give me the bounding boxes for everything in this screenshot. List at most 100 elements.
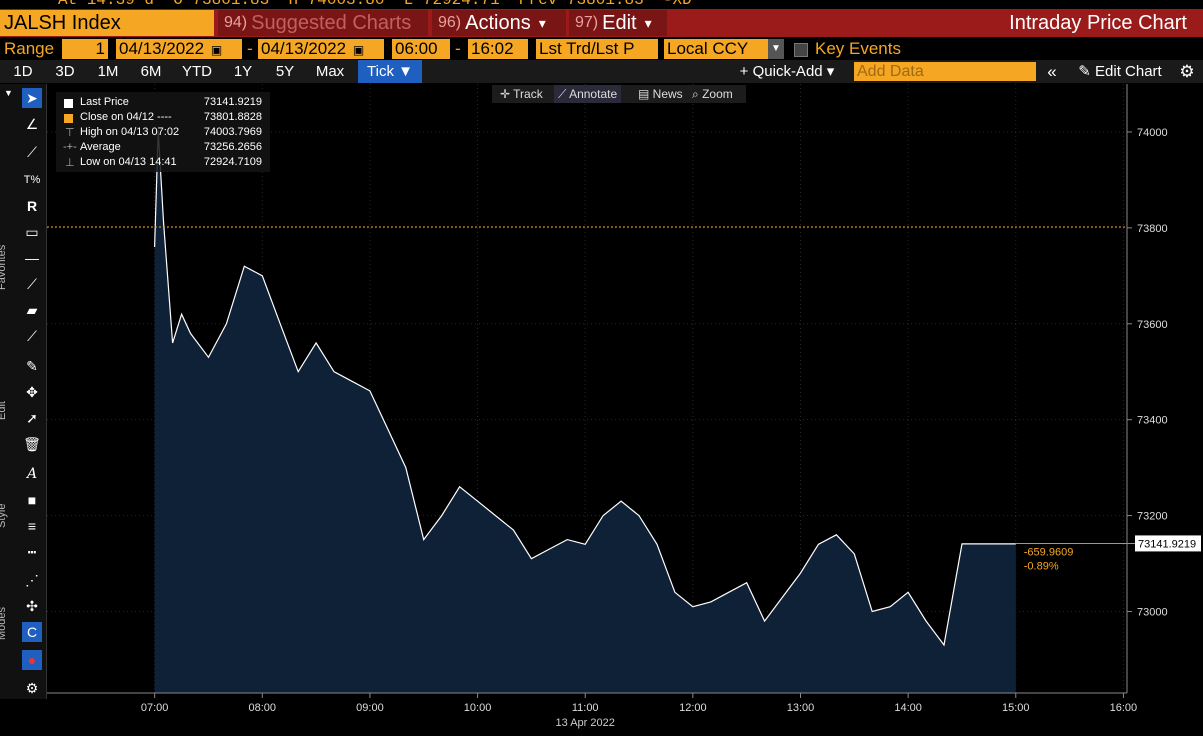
style-section-label: Style xyxy=(0,503,8,528)
actions-label: Actions xyxy=(465,11,531,34)
legend-low[interactable]: ⊥ Low on 04/13 14:41 72924.7109 xyxy=(62,156,266,171)
legend-value: 72924.7109 xyxy=(203,156,262,168)
low-marker-icon: ⊥ xyxy=(65,157,75,169)
suggested-num: 94) xyxy=(224,14,248,31)
toolbar-settings-gear-icon[interactable]: ⚙ xyxy=(25,680,39,696)
period-1m[interactable]: 1M xyxy=(97,63,119,80)
draw-line-tool-icon[interactable]: ∠ xyxy=(25,116,39,132)
high-marker-icon: ⊤ xyxy=(65,127,75,139)
x-axis: 07:00 08:00 09:00 10:00 11:00 12:00 13:00 14:00… xyxy=(47,692,1137,714)
period-3d[interactable]: 3D xyxy=(55,63,75,80)
fill-color-icon[interactable]: ■ xyxy=(27,492,37,508)
average-marker-icon: -+- xyxy=(63,141,77,153)
chart-legend: Last Price 73141.9219 Close on 04/12 ---… xyxy=(56,92,270,172)
calendar-icon[interactable]: ▣ xyxy=(210,43,223,57)
actions-num: 96) xyxy=(438,14,462,31)
key-events-checkbox[interactable] xyxy=(794,43,808,57)
range-label: Range xyxy=(4,39,55,58)
range-input[interactable]: 1 xyxy=(62,39,108,59)
color-mode-icon[interactable]: ● xyxy=(22,650,42,670)
news-tool[interactable]: ▤ News xyxy=(638,87,683,101)
change-pct-label: -0.89% xyxy=(1024,560,1059,572)
edit-chart-button[interactable]: ✎ Edit Chart xyxy=(1068,60,1172,83)
track-label: Track xyxy=(513,87,543,101)
edit-caret-icon: ▾ xyxy=(644,14,652,31)
legend-prev-close[interactable]: Close on 04/12 ---- 73801.8828 xyxy=(62,111,266,126)
actions-caret-icon: ▾ xyxy=(538,14,546,31)
trash-icon[interactable]: 🗑 xyxy=(23,436,41,452)
edit-section-label: Edit xyxy=(0,401,8,420)
line-style-icon[interactable]: ┅ xyxy=(27,544,37,560)
last-price-box xyxy=(1135,535,1201,552)
tick-dropdown[interactable]: Tick ▼ xyxy=(358,60,422,83)
page-title: Intraday Price Chart xyxy=(1009,12,1187,34)
legend-label: Last Price xyxy=(80,96,129,108)
period-ytd[interactable]: YTD xyxy=(182,63,212,80)
period-5y[interactable]: 5Y xyxy=(275,63,295,80)
move-tool-icon[interactable]: ✥ xyxy=(26,384,38,400)
start-date-input[interactable]: 04/13/2022 ▣ xyxy=(116,39,242,59)
annotate-tool[interactable]: ⟋ Annotate xyxy=(554,85,622,103)
percent-tool-icon[interactable]: T% xyxy=(23,174,41,186)
chart-tool-strip: ✛ Track ⟋ Annotate ▤ News ⌕ Zoom xyxy=(492,85,746,103)
period-1y[interactable]: 1Y xyxy=(233,63,253,80)
period-6m[interactable]: 6M xyxy=(140,63,162,80)
y-tick-label: 73200 xyxy=(1137,511,1168,523)
end-time-input[interactable]: 16:02 xyxy=(468,39,528,59)
pencil-icon: ✎ xyxy=(1078,63,1091,80)
line-weight-icon[interactable]: ≡ xyxy=(27,518,37,534)
annotate-label: Annotate xyxy=(569,87,618,101)
measure-mode-icon[interactable]: ✣ xyxy=(26,598,38,614)
time-dash: - xyxy=(455,39,461,58)
x-tick-label: 14:00 xyxy=(894,702,922,714)
legend-swatch-icon xyxy=(64,99,73,108)
start-time-input[interactable]: 06:00 xyxy=(392,39,450,59)
text-tool-icon[interactable]: A xyxy=(26,466,38,482)
crosshair-mode-icon[interactable]: ⋰ xyxy=(25,572,39,588)
suggested-label: Suggested Charts xyxy=(251,11,412,34)
trend-line-tool-icon[interactable]: ⟋ xyxy=(27,144,37,160)
y-tick-label: 73000 xyxy=(1137,606,1168,618)
rectangle-tool-icon[interactable]: ▭ xyxy=(25,224,39,240)
period-max[interactable]: Max xyxy=(315,63,345,80)
toolbar-collapse-icon[interactable]: ▼ xyxy=(4,88,13,98)
y-tick-label: 73400 xyxy=(1137,415,1168,427)
edit-menu[interactable]: 97) Edit ▾ xyxy=(569,10,667,36)
horizontal-line-tool-icon[interactable]: — xyxy=(25,250,39,266)
channel-tool-icon[interactable]: ▰ xyxy=(26,302,38,318)
retracement-tool-icon[interactable]: R xyxy=(26,198,38,214)
currency-select[interactable]: Local CCY xyxy=(664,39,768,59)
legend-high[interactable]: ⊤ High on 04/13 07:02 74003.7969 xyxy=(62,126,266,141)
extended-line-tool-icon[interactable]: ⟋ xyxy=(27,328,37,344)
legend-average[interactable]: -+- Average 73256.2656 xyxy=(62,141,266,156)
legend-label: High on 04/13 07:02 xyxy=(80,126,180,138)
legend-last-price[interactable]: Last Price 73141.9219 xyxy=(62,96,266,111)
x-tick-label: 08:00 xyxy=(249,702,277,714)
top-ticker-text: At 14:39 d O 73801.83 H 74003.80 L 72924… xyxy=(58,0,692,9)
zoom-tool[interactable]: ⌕ Zoom xyxy=(692,87,733,101)
period-1d[interactable]: 1D xyxy=(13,63,33,80)
security-field[interactable]: JALSH Index xyxy=(0,10,214,36)
pen-tool-icon[interactable]: ✎ xyxy=(26,358,38,374)
track-tool[interactable]: ✛ Track xyxy=(500,87,543,101)
price-chart[interactable]: 73000 73200 73400 73600 73800 74000 07:00 08:0… xyxy=(47,84,1203,736)
settings-gear-icon[interactable]: ⚙ xyxy=(1179,62,1195,81)
magnet-mode-icon[interactable]: C xyxy=(22,622,42,642)
collapse-chevrons-icon[interactable]: « xyxy=(1047,62,1057,81)
end-date-input[interactable]: 04/13/2022 ▣ xyxy=(258,39,384,59)
price-type-select[interactable]: Lst Trd/Lst P xyxy=(536,39,658,59)
x-tick-label: 12:00 xyxy=(679,702,707,714)
pointer-tool-icon[interactable]: ➤ xyxy=(22,88,42,108)
add-data-input[interactable]: Add Data xyxy=(854,62,1036,81)
actions-menu[interactable]: 96) Actions ▾ xyxy=(432,10,566,36)
ray-tool-icon[interactable]: ⟋ xyxy=(27,276,37,292)
legend-swatch-icon xyxy=(64,114,73,123)
calendar-icon[interactable]: ▣ xyxy=(352,43,365,57)
date-dash: - xyxy=(247,39,253,58)
quick-add-button[interactable]: + Quick-Add ▾ xyxy=(739,63,835,80)
select-add-tool-icon[interactable]: ➚ xyxy=(26,410,38,426)
currency-dropdown-icon[interactable]: ▼ xyxy=(768,39,784,59)
last-price-label: 73141.9219 xyxy=(1138,538,1196,550)
suggested-charts-button[interactable]: 94) Suggested Charts xyxy=(218,10,428,36)
edit-num: 97) xyxy=(575,14,599,31)
